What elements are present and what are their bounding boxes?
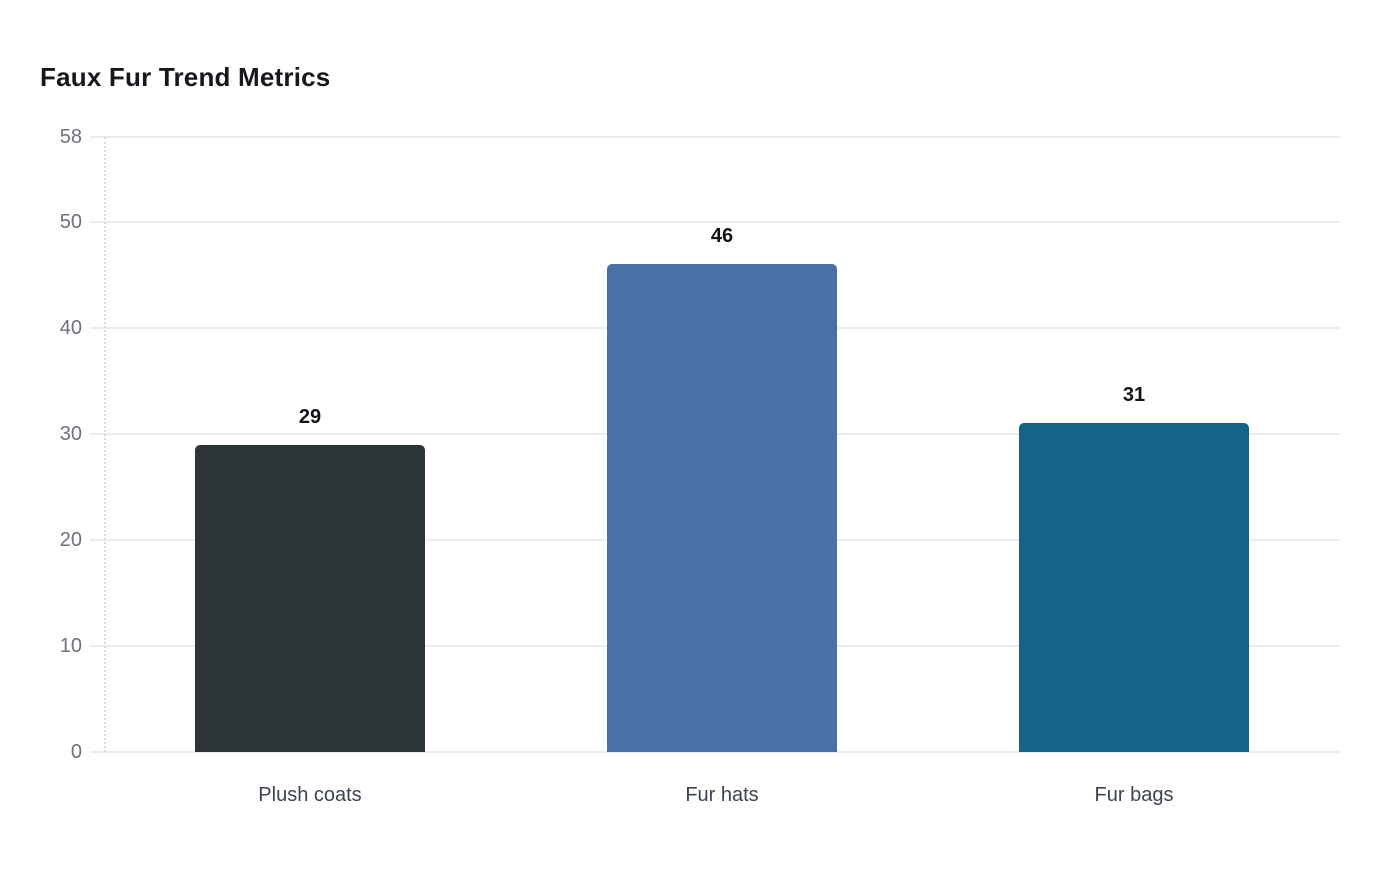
- y-tick-label: 30: [59, 422, 82, 445]
- x-axis-label: Plush coats: [258, 784, 362, 806]
- bar-fur-hats: [607, 264, 837, 752]
- y-tick-label: 0: [70, 741, 82, 763]
- y-tick-label: 58: [59, 126, 82, 148]
- bar-value-label: 46: [710, 225, 734, 248]
- y-axis-line: [104, 137, 106, 752]
- gridline: [90, 220, 1340, 223]
- x-axis-label: Fur hats: [685, 784, 759, 806]
- bar-value-label: 29: [298, 405, 322, 428]
- gridline: [90, 136, 1340, 138]
- y-tick-label: 50: [59, 210, 82, 233]
- gridline: [90, 751, 1340, 753]
- bar-plush-coats: [195, 444, 425, 752]
- y-tick-label: 10: [59, 634, 82, 657]
- y-tick-label: 40: [59, 316, 82, 339]
- y-tick-label: 20: [59, 528, 82, 551]
- bar-fur-bags: [1019, 423, 1249, 752]
- chart-title: Faux Fur Trend Metrics: [40, 62, 331, 92]
- x-axis-label: Fur bags: [1094, 784, 1174, 806]
- bar-value-label: 31: [1122, 384, 1146, 407]
